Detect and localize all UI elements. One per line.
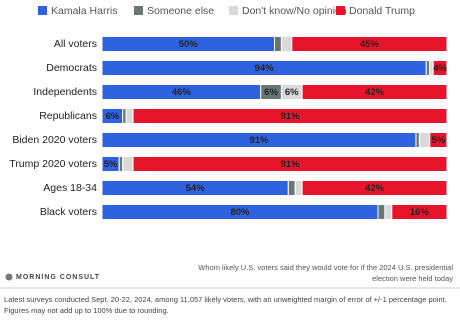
value-label: 91% bbox=[281, 111, 301, 122]
category-label: Ages 18-34 bbox=[43, 182, 97, 194]
category-label: Democrats bbox=[46, 62, 97, 74]
bar-segment bbox=[415, 132, 420, 148]
bar-segment bbox=[301, 180, 448, 196]
bar-segment bbox=[429, 132, 448, 148]
category-label: Black voters bbox=[40, 206, 97, 218]
value-label: 91% bbox=[249, 135, 269, 146]
value-label: 16% bbox=[410, 207, 430, 218]
footer: Latest surveys conducted Sept. 20-22, 20… bbox=[4, 295, 447, 304]
legend-label: Don't know/No opinion bbox=[242, 5, 347, 17]
value-label: 42% bbox=[365, 183, 385, 194]
value-label: 80% bbox=[230, 207, 250, 218]
legend-swatch bbox=[134, 6, 143, 15]
logo-mark bbox=[5, 273, 13, 281]
bar-segment bbox=[132, 108, 448, 124]
bar-segment bbox=[132, 156, 448, 172]
bar-segment bbox=[274, 36, 282, 52]
bar-segment bbox=[425, 60, 431, 76]
bar-segment bbox=[432, 60, 448, 76]
bar-segment bbox=[384, 204, 393, 220]
value-label: 6% bbox=[285, 87, 299, 98]
value-label: 5% bbox=[104, 159, 118, 170]
note: Whom likely U.S. voters said they would … bbox=[198, 263, 453, 272]
legend-swatch bbox=[38, 6, 47, 15]
bar-segment bbox=[294, 180, 303, 196]
source: MORNING CONSULT bbox=[16, 274, 100, 281]
bar-segment bbox=[391, 204, 448, 220]
value-label: 6% bbox=[264, 87, 278, 98]
value-label: 6% bbox=[105, 111, 119, 122]
value-label: 45% bbox=[360, 39, 380, 50]
legend-label: Kamala Harris bbox=[51, 5, 118, 17]
bar-segment bbox=[418, 132, 431, 148]
legend-swatch bbox=[336, 6, 345, 15]
value-label: 46% bbox=[172, 87, 192, 98]
legend-label: Donald Trump bbox=[349, 5, 415, 17]
category-label: Independents bbox=[33, 86, 97, 98]
legend-label: Someone else bbox=[147, 5, 214, 17]
bar-segment bbox=[280, 36, 293, 52]
value-label: 54% bbox=[186, 183, 206, 194]
value-label: 91% bbox=[281, 159, 301, 170]
value-label: 42% bbox=[365, 87, 385, 98]
bar-segment bbox=[301, 84, 448, 100]
bar-segment bbox=[377, 204, 386, 220]
category-label: Biden 2020 voters bbox=[12, 134, 97, 146]
value-label: 50% bbox=[179, 39, 199, 50]
category-label: Republicans bbox=[39, 110, 97, 122]
footer: Figures may not add up to 100% due to ro… bbox=[4, 306, 169, 315]
bar-segment bbox=[125, 108, 134, 124]
value-label: 4% bbox=[433, 63, 447, 74]
category-label: Trump 2020 voters bbox=[9, 158, 97, 170]
value-label: 5% bbox=[432, 135, 446, 146]
bar-segment bbox=[291, 36, 448, 52]
bar-segment bbox=[122, 108, 127, 124]
bar-segment bbox=[287, 180, 296, 196]
value-label: 94% bbox=[255, 63, 275, 74]
bar-segment bbox=[122, 156, 134, 172]
category-label: All voters bbox=[54, 38, 97, 50]
legend-swatch bbox=[229, 6, 238, 15]
note: election were held today bbox=[372, 274, 453, 283]
bar-segment bbox=[118, 156, 124, 172]
